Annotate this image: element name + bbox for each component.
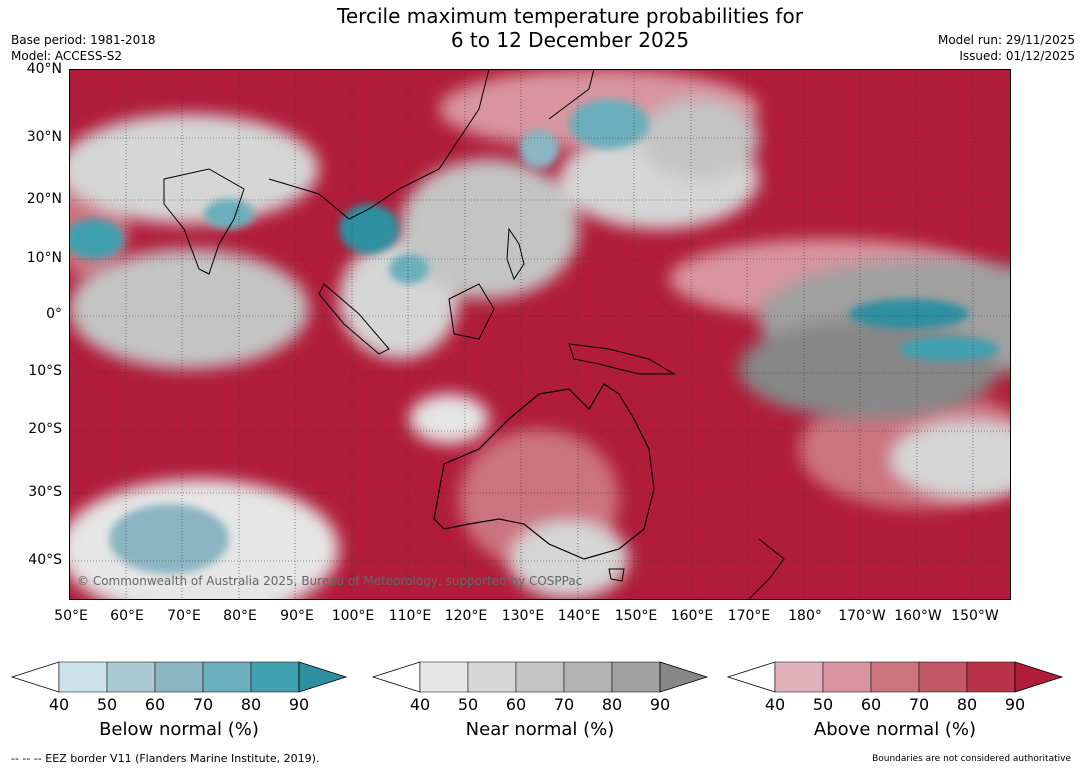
lon-label-170w: 170°W xyxy=(838,608,886,624)
colorbar-near-normal xyxy=(371,661,709,693)
lat-label-20s: 20°S xyxy=(28,421,62,437)
model-run: Model run: 29/11/2025 xyxy=(937,33,1075,47)
colorbar-extend-low xyxy=(371,661,421,693)
colorbar-segment xyxy=(918,661,968,693)
colorbar-extend-high xyxy=(1014,661,1064,693)
near-normal-label: Near normal (%) xyxy=(465,719,615,740)
meta-left: Base period: 1981-2018 Model: ACCESS-S2 xyxy=(11,32,156,64)
lon-label-150e: 150°E xyxy=(614,608,658,624)
below-tick-80: 80 xyxy=(240,695,262,714)
lat-label-30s: 30°S xyxy=(28,484,62,500)
colorbar-extend-high xyxy=(298,661,348,693)
below-tick-40: 40 xyxy=(48,695,70,714)
colorbar-below-normal xyxy=(10,661,348,693)
lon-label-50e: 50°E xyxy=(54,608,88,624)
lat-label-10n: 10°N xyxy=(26,250,62,266)
near-tick-90: 90 xyxy=(649,695,671,714)
above-tick-90: 90 xyxy=(1004,695,1026,714)
below-normal-label: Below normal (%) xyxy=(99,719,259,740)
colorbar-segment xyxy=(870,661,920,693)
lat-label-20n: 20°N xyxy=(26,191,62,207)
above-normal-label: Above normal (%) xyxy=(813,719,977,740)
colorbar-segment xyxy=(966,661,1016,693)
colorbar-segment xyxy=(58,661,108,693)
issued-date: Issued: 01/12/2025 xyxy=(959,49,1075,63)
near-tick-40: 40 xyxy=(409,695,431,714)
below-tick-90: 90 xyxy=(288,695,310,714)
tasmania-outline xyxy=(608,568,625,582)
colorbar-segment xyxy=(611,661,661,693)
lat-label-eq: 0° xyxy=(46,306,62,322)
colorbar-segment xyxy=(154,661,204,693)
lat-label-40n: 40°N xyxy=(26,61,62,77)
philippines-outline xyxy=(506,227,525,281)
lat-label-10s: 10°S xyxy=(28,363,62,379)
lon-label-130e: 130°E xyxy=(501,608,545,624)
colorbar-segment xyxy=(822,661,872,693)
probability-map xyxy=(69,69,1011,600)
lon-label-80e: 80°E xyxy=(223,608,257,624)
lon-label-180: 180° xyxy=(788,608,822,624)
japan-outline xyxy=(548,69,595,120)
colorbars xyxy=(10,661,1064,693)
near-tick-70: 70 xyxy=(553,695,575,714)
meta-right: Model run: 29/11/2025 Issued: 01/12/2025 xyxy=(938,32,1075,64)
map-frame xyxy=(69,69,1011,600)
eez-border-note: -- -- -- EEZ border V11 (Flanders Marine… xyxy=(11,752,320,765)
above-tick-40: 40 xyxy=(764,695,786,714)
borneo-outline xyxy=(448,283,495,340)
below-tick-50: 50 xyxy=(96,695,118,714)
lon-label-90e: 90°E xyxy=(280,608,314,624)
new-zealand-outline xyxy=(748,538,785,600)
above-tick-80: 80 xyxy=(956,695,978,714)
lon-label-100e: 100°E xyxy=(331,608,375,624)
colorbar-segment xyxy=(774,661,824,693)
colorbar-segment xyxy=(467,661,517,693)
below-normal-zones xyxy=(69,99,999,574)
colorbar-segment xyxy=(250,661,300,693)
colorbar-segment xyxy=(515,661,565,693)
asia-coast-outline xyxy=(268,69,490,220)
lon-label-160e: 160°E xyxy=(670,608,714,624)
base-period: Base period: 1981-2018 xyxy=(11,33,156,47)
near-tick-50: 50 xyxy=(457,695,479,714)
near-tick-60: 60 xyxy=(505,695,527,714)
title-line-2: 6 to 12 December 2025 xyxy=(450,28,690,52)
near-tick-80: 80 xyxy=(601,695,623,714)
colorbar-segment xyxy=(106,661,156,693)
above-tick-70: 70 xyxy=(908,695,930,714)
colorbar-extend-low xyxy=(10,661,60,693)
above-tick-60: 60 xyxy=(860,695,882,714)
lat-label-40s: 40°S xyxy=(28,552,62,568)
boundary-disclaimer: Boundaries are not considered authoritat… xyxy=(872,754,1071,764)
lon-label-170e: 170°E xyxy=(727,608,771,624)
new-guinea-outline xyxy=(568,343,676,375)
colorbar-segment xyxy=(419,661,469,693)
lon-label-150w: 150°W xyxy=(951,608,999,624)
lon-label-60e: 60°E xyxy=(110,608,144,624)
lon-label-110e: 110°E xyxy=(388,608,432,624)
colorbar-segment xyxy=(563,661,613,693)
sumatra-outline xyxy=(318,283,390,355)
below-tick-70: 70 xyxy=(192,695,214,714)
colorbar-extend-low xyxy=(726,661,776,693)
lon-label-120e: 120°E xyxy=(444,608,488,624)
copyright-notice: © Commonwealth of Australia 2025, Bureau… xyxy=(77,574,583,588)
colorbar-segment xyxy=(202,661,252,693)
lon-label-160w: 160°W xyxy=(894,608,942,624)
below-tick-60: 60 xyxy=(144,695,166,714)
page-title: Tercile maximum temperature probabilitie… xyxy=(0,4,1085,52)
above-tick-50: 50 xyxy=(812,695,834,714)
title-line-1: Tercile maximum temperature probabilitie… xyxy=(337,4,803,28)
lat-label-30n: 30°N xyxy=(26,129,62,145)
lon-label-70e: 70°E xyxy=(167,608,201,624)
lon-label-140e: 140°E xyxy=(557,608,601,624)
australia-outline xyxy=(433,383,655,560)
colorbar-extend-high xyxy=(659,661,709,693)
model-name: Model: ACCESS-S2 xyxy=(11,49,123,63)
colorbar-above-normal xyxy=(726,661,1064,693)
